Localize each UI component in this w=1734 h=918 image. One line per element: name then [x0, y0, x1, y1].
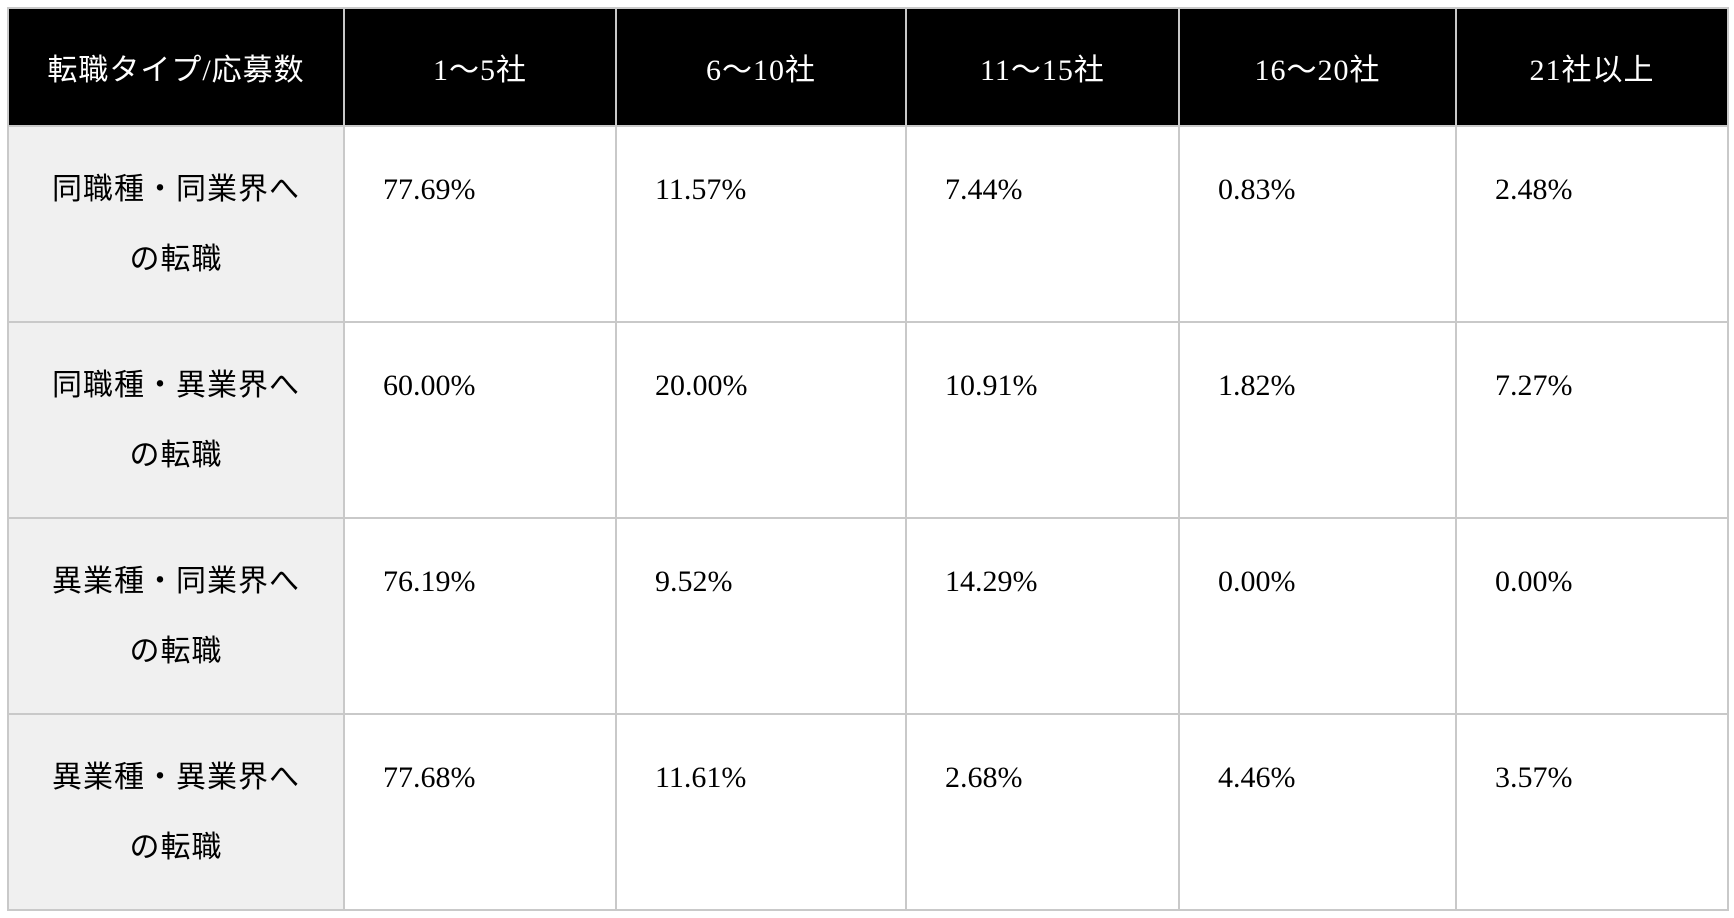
- column-header-1-5: 1〜5社: [343, 7, 617, 127]
- cell-value: 77.69%: [343, 125, 617, 323]
- row-label-line: 異業種・異業界へ: [52, 761, 300, 794]
- cell-value: 11.61%: [615, 713, 907, 911]
- cell-value: 2.68%: [905, 713, 1180, 911]
- cell-value: 77.68%: [343, 713, 617, 911]
- row-label-line: 同職種・同業界へ: [52, 173, 300, 206]
- table-row: 同職種・同業界へ の転職 77.69% 11.57% 7.44% 0.83% 2…: [7, 125, 1729, 323]
- cell-value: 0.00%: [1455, 517, 1729, 715]
- cell-value: 4.46%: [1178, 713, 1457, 911]
- row-label-line: の転職: [129, 439, 223, 472]
- cell-value: 2.48%: [1455, 125, 1729, 323]
- row-label-line: 同職種・異業界へ: [52, 369, 300, 402]
- row-label: 異業種・異業界へ の転職: [7, 713, 345, 911]
- cell-value: 3.57%: [1455, 713, 1729, 911]
- cell-value: 76.19%: [343, 517, 617, 715]
- cell-value: 14.29%: [905, 517, 1180, 715]
- cell-value: 0.00%: [1178, 517, 1457, 715]
- row-label: 同職種・同業界へ の転職: [7, 125, 345, 323]
- cell-value: 10.91%: [905, 321, 1180, 519]
- row-label: 異業種・同業界へ の転職: [7, 517, 345, 715]
- cell-value: 0.83%: [1178, 125, 1457, 323]
- row-label: 同職種・異業界へ の転職: [7, 321, 345, 519]
- row-label-line: の転職: [129, 635, 223, 668]
- row-label-line: の転職: [129, 831, 223, 864]
- cell-value: 7.44%: [905, 125, 1180, 323]
- cell-value: 60.00%: [343, 321, 617, 519]
- column-header-16-20: 16〜20社: [1178, 7, 1457, 127]
- column-header-6-10: 6〜10社: [615, 7, 907, 127]
- table-row: 異業種・異業界へ の転職 77.68% 11.61% 2.68% 4.46% 3…: [7, 713, 1729, 911]
- column-header-type: 転職タイプ/応募数: [7, 7, 345, 127]
- table-row: 異業種・同業界へ の転職 76.19% 9.52% 14.29% 0.00% 0…: [7, 517, 1729, 715]
- table-header-row: 転職タイプ/応募数 1〜5社 6〜10社 11〜15社 16〜20社 21社以上: [7, 7, 1729, 127]
- column-header-21plus: 21社以上: [1455, 7, 1729, 127]
- cell-value: 7.27%: [1455, 321, 1729, 519]
- cell-value: 11.57%: [615, 125, 907, 323]
- table-row: 同職種・異業界へ の転職 60.00% 20.00% 10.91% 1.82% …: [7, 321, 1729, 519]
- column-header-11-15: 11〜15社: [905, 7, 1180, 127]
- job-change-applications-table: 転職タイプ/応募数 1〜5社 6〜10社 11〜15社 16〜20社 21社以上…: [7, 7, 1729, 911]
- cell-value: 1.82%: [1178, 321, 1457, 519]
- row-label-line: 異業種・同業界へ: [52, 565, 300, 598]
- cell-value: 20.00%: [615, 321, 907, 519]
- row-label-line: の転職: [129, 243, 223, 276]
- cell-value: 9.52%: [615, 517, 907, 715]
